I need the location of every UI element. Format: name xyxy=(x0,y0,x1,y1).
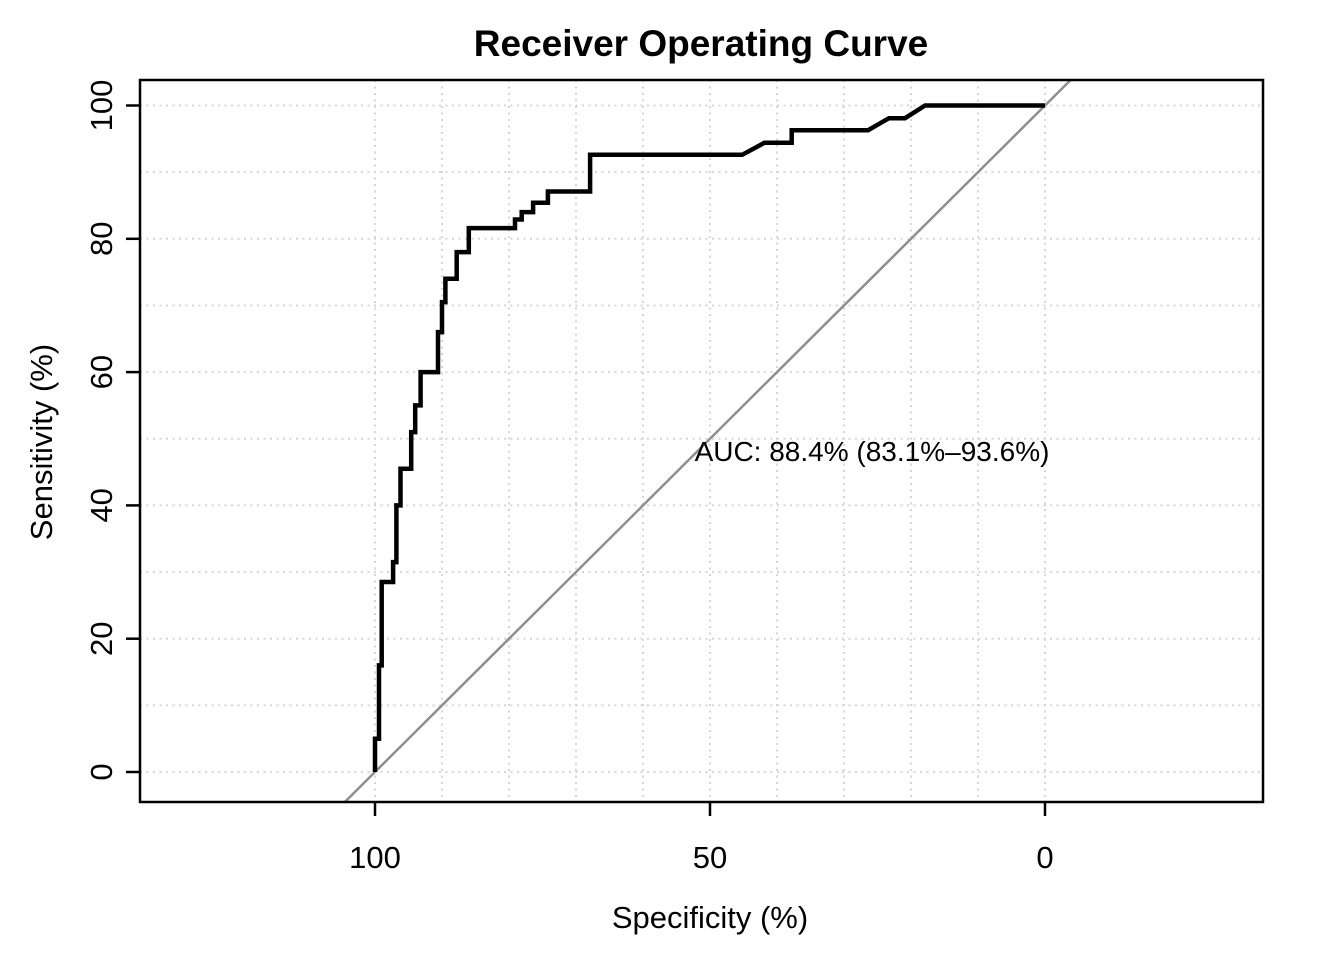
x-axis-label: Specificity (%) xyxy=(612,900,808,935)
y-tick-label: 20 xyxy=(84,621,119,655)
y-tick-label: 40 xyxy=(84,488,119,522)
y-tick-label: 80 xyxy=(84,222,119,256)
chart-title: Receiver Operating Curve xyxy=(474,23,928,64)
x-tick-label: 0 xyxy=(1036,840,1053,875)
chance-line xyxy=(343,79,1072,803)
x-axis-tick-labels: 100 50 0 xyxy=(349,840,1053,875)
y-tick-label: 0 xyxy=(84,763,119,780)
x-axis-ticks xyxy=(373,802,1047,816)
y-axis-tick-labels: 0 20 40 60 80 100 xyxy=(84,80,119,781)
y-tick-label: 100 xyxy=(84,80,119,132)
x-tick-label: 100 xyxy=(349,840,401,875)
y-axis-label: Sensitivity (%) xyxy=(24,344,59,540)
y-axis-ticks xyxy=(126,104,140,774)
roc-curve xyxy=(372,103,1045,772)
auc-annotation: AUC: 88.4% (83.1%–93.6%) xyxy=(695,436,1050,467)
y-tick-label: 60 xyxy=(84,355,119,389)
x-tick-label: 50 xyxy=(693,840,727,875)
plot-box xyxy=(138,78,1265,804)
